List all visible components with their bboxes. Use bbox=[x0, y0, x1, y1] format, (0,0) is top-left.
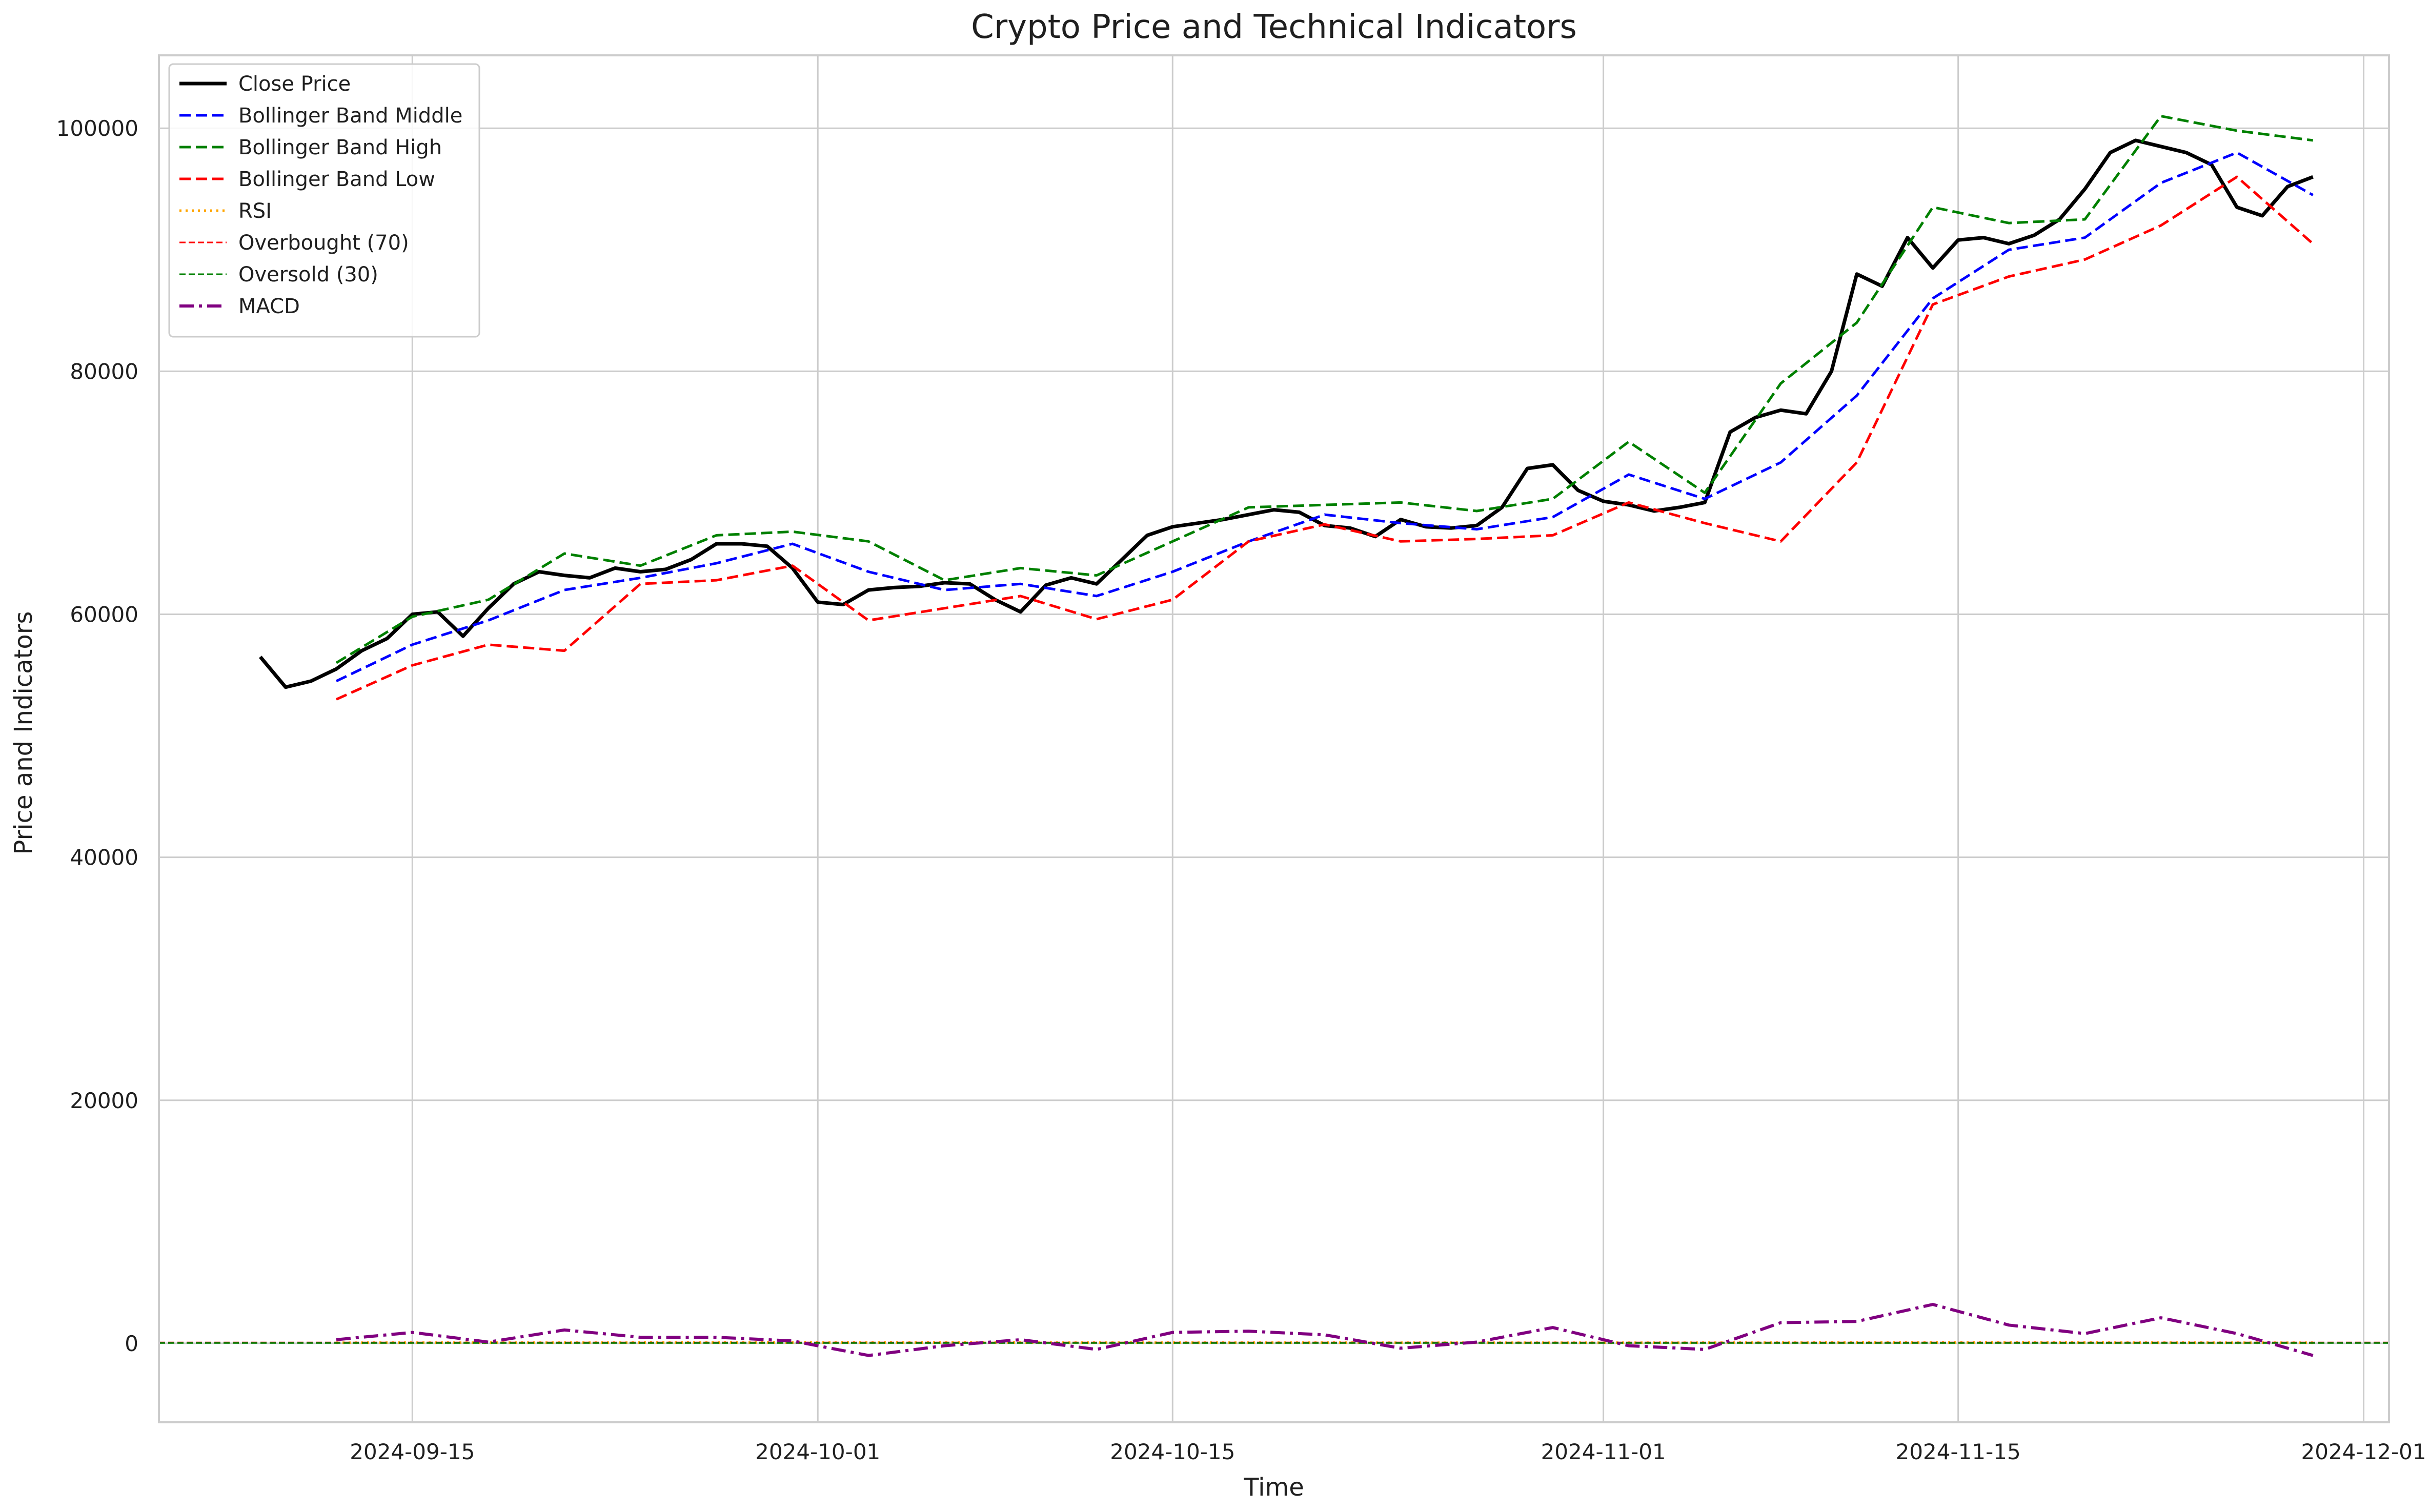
tick-labels: 0 20000 40000 60000 80000 100000 2024-09-15 202… bbox=[56, 116, 2426, 1464]
y-tick-label: 100000 bbox=[56, 116, 138, 141]
y-tick-label: 20000 bbox=[70, 1088, 138, 1113]
series-line-bollinger-band-low bbox=[335, 175, 2314, 701]
series-line-bollinger-band-high bbox=[335, 115, 2314, 664]
plot-frame bbox=[158, 54, 2390, 1423]
y-axis-label: Price and Indicators bbox=[9, 611, 38, 854]
legend-label: Oversold (30) bbox=[238, 263, 378, 287]
legend: Close Price Bollinger Band Middle Bollinge… bbox=[168, 63, 480, 338]
legend-label: RSI bbox=[238, 199, 272, 223]
x-tick-label: 2024-11-01 bbox=[1541, 1439, 1666, 1464]
legend-box bbox=[168, 63, 480, 338]
legend-label: Close Price bbox=[238, 72, 351, 96]
x-tick-label: 2024-10-15 bbox=[1110, 1439, 1235, 1464]
legend-label: Bollinger Band High bbox=[238, 136, 442, 159]
y-tick-label: 80000 bbox=[70, 359, 138, 384]
x-axis-label: Time bbox=[1243, 1473, 1304, 1502]
y-tick-label: 0 bbox=[125, 1331, 138, 1356]
x-tick-label: 2024-09-15 bbox=[350, 1439, 475, 1464]
y-tick-label: 40000 bbox=[70, 845, 138, 870]
series-line-macd bbox=[336, 1303, 2314, 1357]
y-tick-label: 60000 bbox=[70, 602, 138, 627]
legend-label: Overbought (70) bbox=[238, 231, 409, 255]
x-tick-label: 2024-11-15 bbox=[1896, 1439, 2021, 1464]
grid bbox=[159, 55, 2389, 1422]
legend-label: MACD bbox=[238, 295, 300, 318]
chart-title: Crypto Price and Technical Indicators bbox=[971, 8, 1577, 46]
legend-label: Bollinger Band Low bbox=[238, 168, 435, 191]
legend-label: Bollinger Band Middle bbox=[238, 104, 462, 128]
series-line-bollinger-band-middle bbox=[335, 151, 2314, 683]
series-group bbox=[159, 115, 2389, 1357]
x-tick-label: 2024-12-01 bbox=[2301, 1439, 2426, 1464]
x-tick-label: 2024-10-01 bbox=[755, 1439, 880, 1464]
series-line-close-price bbox=[259, 138, 2314, 689]
